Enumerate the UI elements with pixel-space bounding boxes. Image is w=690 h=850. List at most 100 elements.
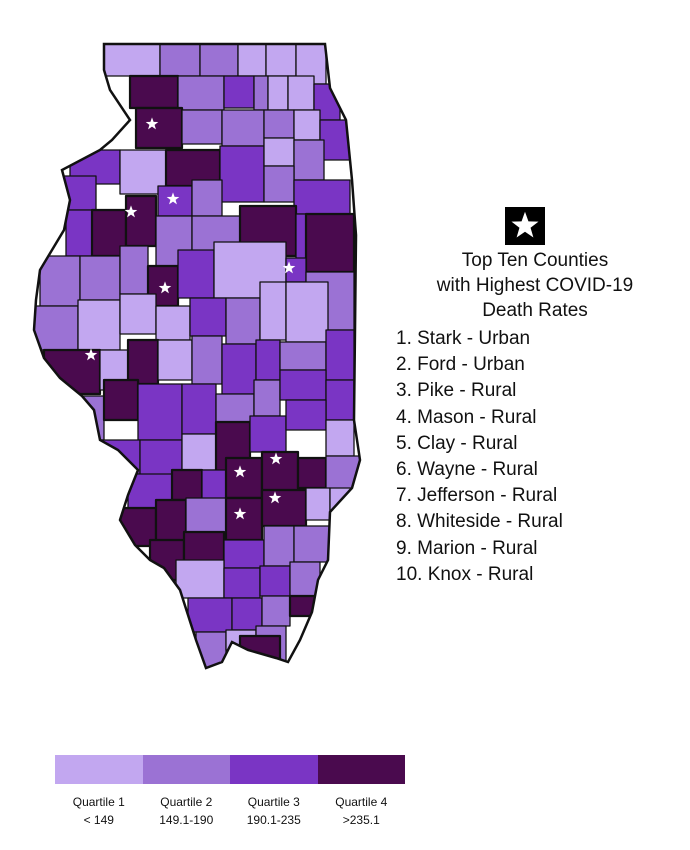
county-q1: [293, 109, 321, 141]
ranking-item: 5. Clay - Rural: [396, 432, 518, 454]
county-q4: [126, 338, 160, 386]
county-q2: [185, 497, 227, 533]
county-q4: [260, 488, 308, 528]
legend-quartile-label: Quartile 2: [160, 795, 213, 809]
county-q2: [221, 109, 265, 147]
county-q3: [187, 597, 233, 633]
legend-color-bar: [55, 755, 405, 784]
county-q2: [181, 109, 223, 145]
county-q3: [293, 179, 351, 215]
county-q2: [263, 525, 295, 567]
county-q4: [128, 74, 180, 110]
county-q1: [263, 137, 295, 167]
county-q2: [177, 75, 225, 111]
county-q1: [181, 433, 217, 471]
key-title-line: Top Ten Counties: [461, 250, 609, 271]
county-q4: [304, 212, 356, 274]
ranking-list: 1. Stark - Urban 2. Ford - Urban 3. Pike…: [396, 326, 563, 588]
county-q1: [325, 419, 355, 457]
ranking-item: 10. Knox - Rural: [396, 563, 534, 585]
county-q1: [329, 487, 360, 523]
county-q3: [325, 329, 355, 381]
county-q4: [296, 456, 328, 490]
county-q3: [65, 209, 93, 257]
county-q3: [249, 415, 287, 453]
legend-swatch-q3: [230, 755, 318, 784]
legend-range-label: >235.1: [342, 813, 380, 827]
legend-swatch-q1: [55, 755, 143, 784]
legend-quartile-label: Quartile 1: [72, 795, 125, 809]
county-q2: [253, 75, 269, 111]
county-q1: [265, 44, 297, 77]
county-q1: [155, 305, 191, 341]
county-q3: [181, 383, 217, 435]
county-q2: [119, 245, 149, 295]
key-title: Top Ten Counties with Highest COVID-19 D…: [390, 248, 680, 323]
county-q1: [287, 75, 315, 111]
legend-quartile-label: Quartile 3: [247, 795, 300, 809]
county-q1: [175, 559, 225, 599]
legend-range-label: 149.1-190: [159, 813, 214, 827]
county-q2: [39, 255, 81, 307]
county-q2: [81, 395, 105, 441]
county-q4: [102, 378, 140, 422]
county-q4: [124, 194, 158, 248]
county-q3: [223, 567, 261, 599]
legend-swatch-q2: [142, 755, 230, 784]
star-icon: [511, 211, 539, 238]
county-q3: [219, 145, 265, 203]
county-q3: [319, 119, 351, 161]
county-q3: [223, 75, 255, 109]
legend-range-label: < 149: [83, 813, 114, 827]
county-q3: [221, 343, 257, 395]
county-q2: [253, 379, 281, 417]
county-q4: [260, 450, 300, 498]
county-q2: [225, 297, 261, 345]
county-q3: [279, 369, 327, 401]
county-q3: [189, 297, 227, 337]
county-q4: [134, 106, 184, 150]
county-q2: [261, 595, 291, 627]
key-title-line: Death Rates: [482, 300, 588, 321]
county-q2: [293, 525, 331, 563]
key-title-line: with Highest COVID-19: [436, 275, 634, 296]
county-q2: [191, 179, 223, 217]
county-q2: [263, 165, 295, 203]
county-q1: [119, 293, 157, 335]
county-q2: [159, 44, 201, 77]
county-q3: [223, 539, 265, 569]
ranking-item: 6. Wayne - Rural: [396, 459, 538, 481]
county-q3: [99, 439, 141, 475]
legend-entry-q2: Quartile 2 149.1-190: [143, 793, 231, 829]
county-q2: [199, 44, 239, 77]
county-q1: [237, 44, 267, 77]
county-q4: [224, 456, 264, 500]
county-q2: [191, 335, 223, 385]
legend-entry-q4: Quartile 4 >235.1: [318, 793, 406, 829]
ranking-item: 8. Whiteside - Rural: [396, 511, 563, 533]
county-q1: [103, 44, 161, 77]
key-star-box: [505, 207, 545, 245]
ranking-item: 1. Stark - Urban: [396, 328, 531, 349]
legend-swatch-q4: [317, 755, 405, 784]
legend-quartile-label: Quartile 4: [335, 795, 388, 809]
county-q1: [305, 487, 331, 521]
county-q3: [137, 383, 183, 441]
county-q4: [154, 498, 188, 544]
county-q2: [215, 393, 255, 423]
legend-range-label: 190.1-235: [246, 813, 301, 827]
county-q4: [170, 468, 204, 502]
county-q1: [157, 339, 193, 381]
ranking-item: 3. Pike - Rural: [396, 380, 517, 402]
county-q2: [279, 341, 327, 371]
ranking-item: 4. Mason - Rural: [396, 406, 537, 428]
legend-entry-q3: Quartile 3 190.1-235: [230, 793, 318, 829]
county-q3: [255, 339, 281, 381]
county-q3: [259, 565, 291, 597]
county-q4: [182, 530, 226, 564]
county-q2: [79, 255, 121, 301]
legend-entry-q1: Quartile 1 < 149: [55, 793, 143, 829]
county-q4: [224, 496, 264, 542]
county-q1: [267, 75, 289, 111]
